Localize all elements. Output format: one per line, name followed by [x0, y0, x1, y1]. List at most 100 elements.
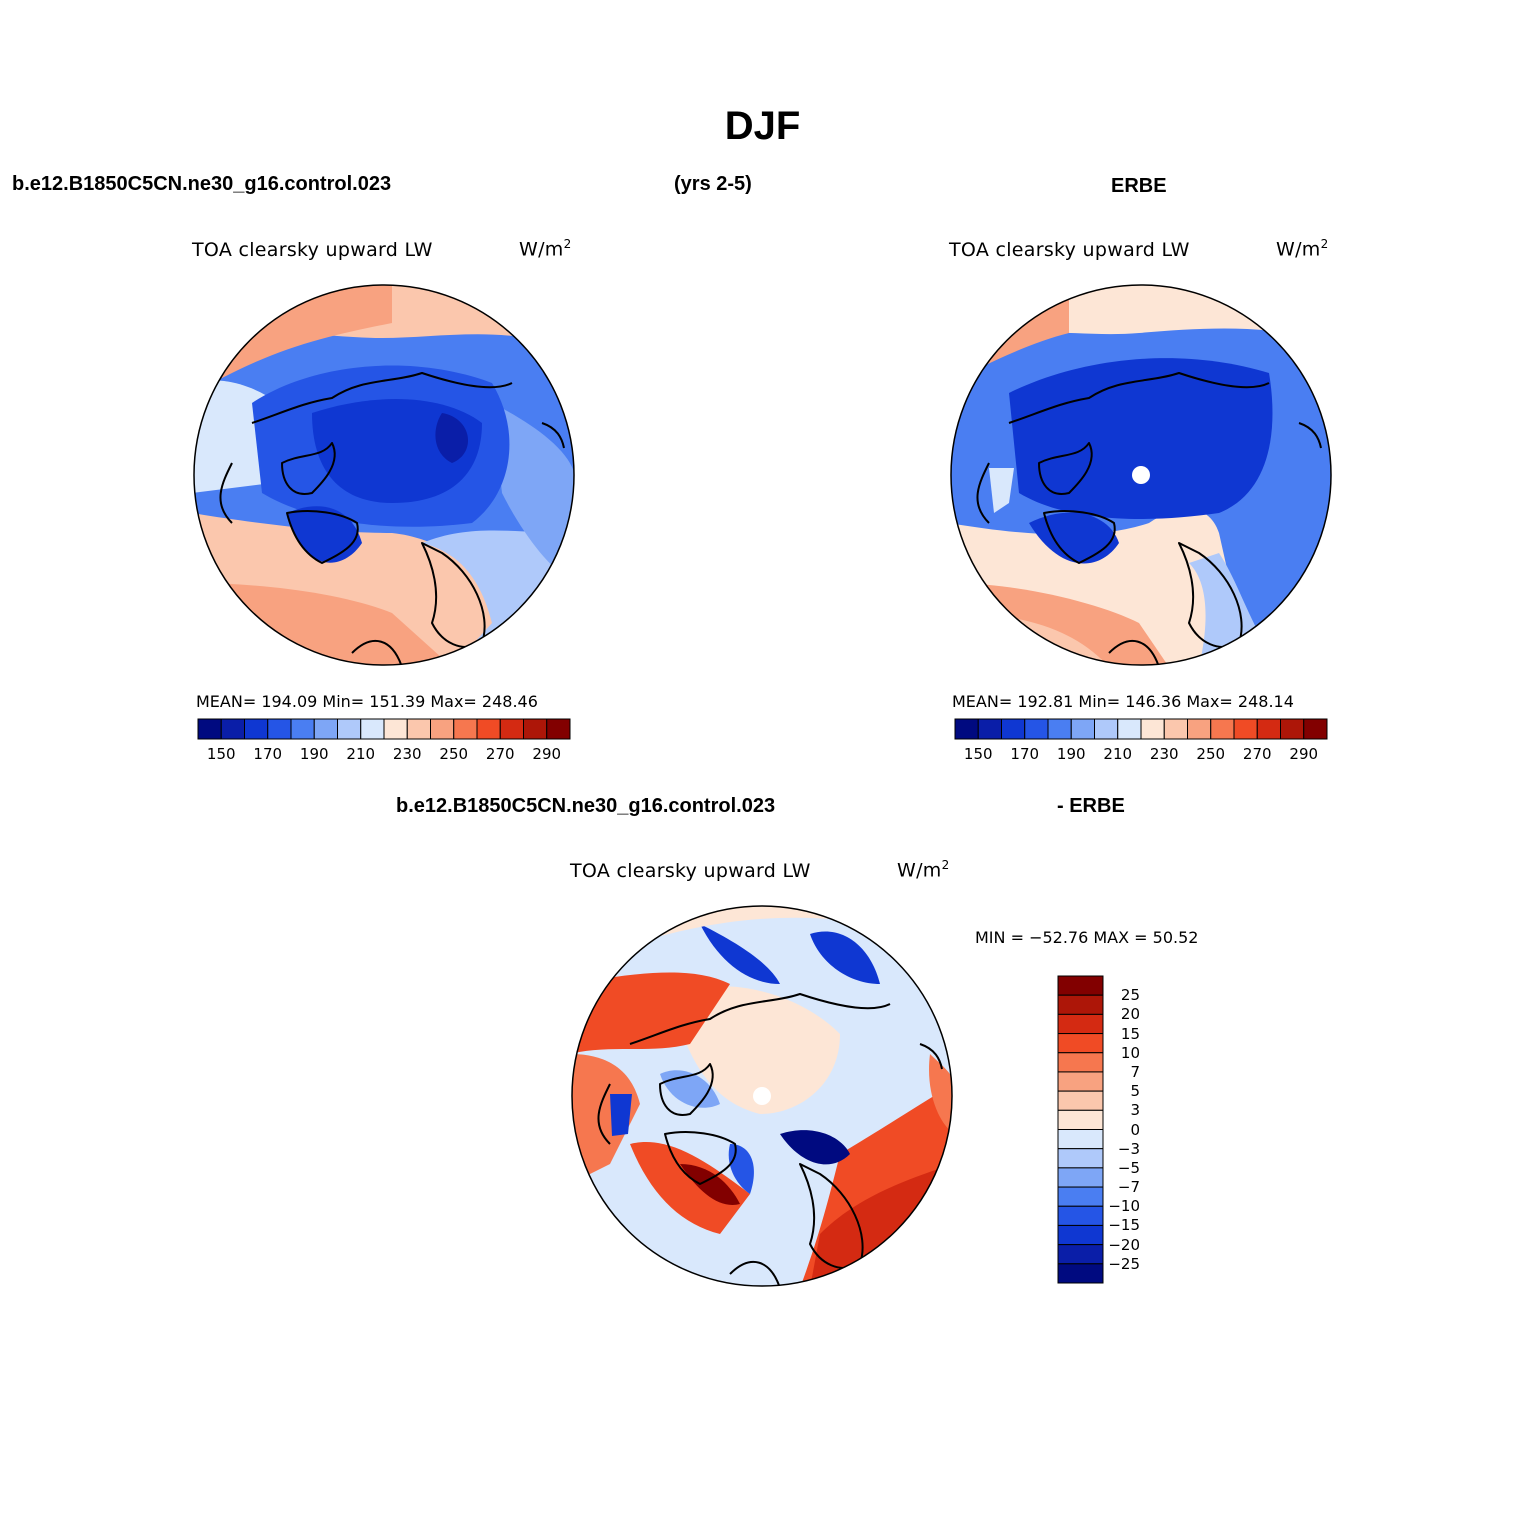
model-polar-map [193, 284, 575, 666]
panel1-colorbar-swatch [406, 718, 431, 740]
panel1-colorbar [197, 718, 571, 740]
panel1-colorbar-swatch [546, 718, 571, 740]
diff-colorbar-swatch [1057, 1109, 1104, 1130]
diff-colorbar-tick-label: 0 [1130, 1120, 1140, 1139]
panel1-colorbar-tick-label: 290 [532, 745, 562, 763]
panel1-colorbar-tick-label: 150 [206, 745, 236, 763]
pole-missing-data-marker [1132, 466, 1150, 484]
panel2-colorbar-swatch [1047, 718, 1072, 740]
diff-colorbar-tick-label: −15 [1108, 1216, 1140, 1235]
diff-colorbar-tick-label: 25 [1120, 986, 1140, 1005]
panel1-colorbar-tick-label: 190 [299, 745, 329, 763]
diff-colorbar [1057, 975, 1104, 1284]
panel1-colorbar-swatch [383, 718, 408, 740]
diff-colorbar-tick-label: 5 [1130, 1082, 1140, 1101]
panel2-colorbar-swatch [1303, 718, 1328, 740]
diff-colorbar-tick-label: −25 [1108, 1254, 1140, 1273]
panel1-colorbar-swatch [313, 718, 338, 740]
panel3-units: W/m2 [897, 858, 950, 882]
panel2-stats: MEAN= 192.81 Min= 146.36 Max= 248.14 [952, 692, 1294, 711]
panel2-colorbar-tick-label: 250 [1196, 745, 1226, 763]
diff-colorbar-swatch [1057, 1033, 1104, 1054]
obs-polar-map [950, 284, 1332, 666]
panel2-colorbar-tick-label: 290 [1289, 745, 1319, 763]
panel1-colorbar-swatch [430, 718, 455, 740]
years-header: (yrs 2-5) [674, 173, 752, 195]
panel2-colorbar-tick-label: 270 [1242, 745, 1272, 763]
panel2-colorbar-swatch [1187, 718, 1212, 740]
panel1-colorbar-swatch [197, 718, 222, 740]
panel1-colorbar-tick-label: 170 [253, 745, 283, 763]
panel2-colorbar-swatch [1256, 718, 1281, 740]
panel1-stats: MEAN= 194.09 Min= 151.39 Max= 248.46 [196, 692, 538, 711]
panel1-colorbar-swatch [360, 718, 385, 740]
panel2-colorbar-swatch [1001, 718, 1026, 740]
panel1-colorbar-tick-label: 250 [439, 745, 469, 763]
diff-colorbar-swatch [1057, 1205, 1104, 1226]
diff-colorbar-swatch [1057, 994, 1104, 1015]
diff-colorbar-swatch [1057, 1263, 1104, 1284]
panel2-colorbar [954, 718, 1328, 740]
panel2-colorbar-swatch [1024, 718, 1049, 740]
panel1-units: W/m2 [519, 237, 572, 261]
panel1-colorbar-swatch [453, 718, 478, 740]
panel3-stats: MIN = −52.76 MAX = 50.52 [975, 928, 1199, 947]
diff-colorbar-swatch [1057, 975, 1104, 996]
diff-case-header: b.e12.B1850C5CN.ne30_g16.control.023 [396, 795, 776, 817]
panel2-colorbar-swatch [977, 718, 1002, 740]
diff-colorbar-tick-label: −20 [1108, 1235, 1140, 1254]
panel1-colorbar-swatch [244, 718, 269, 740]
panel1-colorbar-swatch [499, 718, 524, 740]
panel1-colorbar-swatch [476, 718, 501, 740]
diff-colorbar-swatch [1057, 1013, 1104, 1035]
diff-colorbar-swatch [1057, 1224, 1104, 1246]
panel1-colorbar-tick-label: 270 [485, 745, 515, 763]
panel2-colorbar-swatch [954, 718, 979, 740]
panel1-colorbar-ticks: 150 170 190 210 230 250 270 290 [198, 745, 570, 765]
panel2-colorbar-tick-label: 150 [963, 745, 993, 763]
panel2-colorbar-swatch [1163, 718, 1188, 740]
panel2-colorbar-swatch [1094, 718, 1119, 740]
diff-colorbar-swatch [1057, 1167, 1104, 1188]
panel2-colorbar-ticks: 150 170 190 210 230 250 270 290 [955, 745, 1327, 765]
diff-colorbar-tick-label: −5 [1117, 1158, 1140, 1177]
panel2-units: W/m2 [1276, 237, 1329, 261]
obs-header: ERBE [1111, 175, 1167, 197]
panel2-variable-title: TOA clearsky upward LW [949, 239, 1190, 261]
panel2-colorbar-swatch [1280, 718, 1305, 740]
diff-colorbar-tick-label: −10 [1108, 1197, 1140, 1216]
diff-colorbar-tick-label: 3 [1130, 1101, 1140, 1120]
diff-colorbar-tick-label: −7 [1117, 1178, 1140, 1197]
diff-colorbar-swatch [1057, 1052, 1104, 1073]
diff-colorbar-tick-label: 15 [1120, 1024, 1140, 1043]
diff-colorbar-swatch [1057, 1129, 1104, 1150]
panel1-colorbar-swatch [267, 718, 292, 740]
diff-colorbar-swatch [1057, 1148, 1104, 1169]
diff-colorbar-swatch [1057, 1186, 1104, 1207]
panel1-colorbar-swatch [290, 718, 315, 740]
diff-colorbar-ticks: 25 20 15 10 7 5 3 0 −3 −5 −7 −10 −15 −20 −25 [1106, 976, 1166, 1283]
panel3-variable-title: TOA clearsky upward LW [570, 860, 811, 882]
diff-colorbar-tick-label: 20 [1120, 1005, 1140, 1024]
panel1-colorbar-tick-label: 230 [392, 745, 422, 763]
panel1-colorbar-swatch [220, 718, 245, 740]
diff-colorbar-swatch [1057, 1244, 1104, 1265]
panel1-variable-title: TOA clearsky upward LW [192, 239, 433, 261]
panel1-colorbar-tick-label: 210 [346, 745, 376, 763]
diff-pole-missing-data-marker [753, 1087, 771, 1105]
panel2-colorbar-tick-label: 210 [1103, 745, 1133, 763]
diff-colorbar-tick-label: 7 [1130, 1062, 1140, 1081]
diff-obs-header: - ERBE [1057, 795, 1125, 817]
panel2-colorbar-tick-label: 190 [1056, 745, 1086, 763]
panel1-colorbar-swatch [523, 718, 548, 740]
case-name-header: b.e12.B1850C5CN.ne30_g16.control.023 [12, 173, 392, 195]
diff-colorbar-tick-label: 10 [1120, 1043, 1140, 1062]
diff-polar-map [571, 905, 953, 1287]
diff-colorbar-swatch [1057, 1090, 1104, 1111]
panel2-colorbar-swatch [1233, 718, 1258, 740]
panel2-colorbar-tick-label: 230 [1149, 745, 1179, 763]
panel2-colorbar-swatch [1117, 718, 1142, 740]
panel2-colorbar-tick-label: 170 [1010, 745, 1040, 763]
diff-colorbar-tick-label: −3 [1117, 1139, 1140, 1158]
figure-title: DJF [724, 104, 801, 148]
